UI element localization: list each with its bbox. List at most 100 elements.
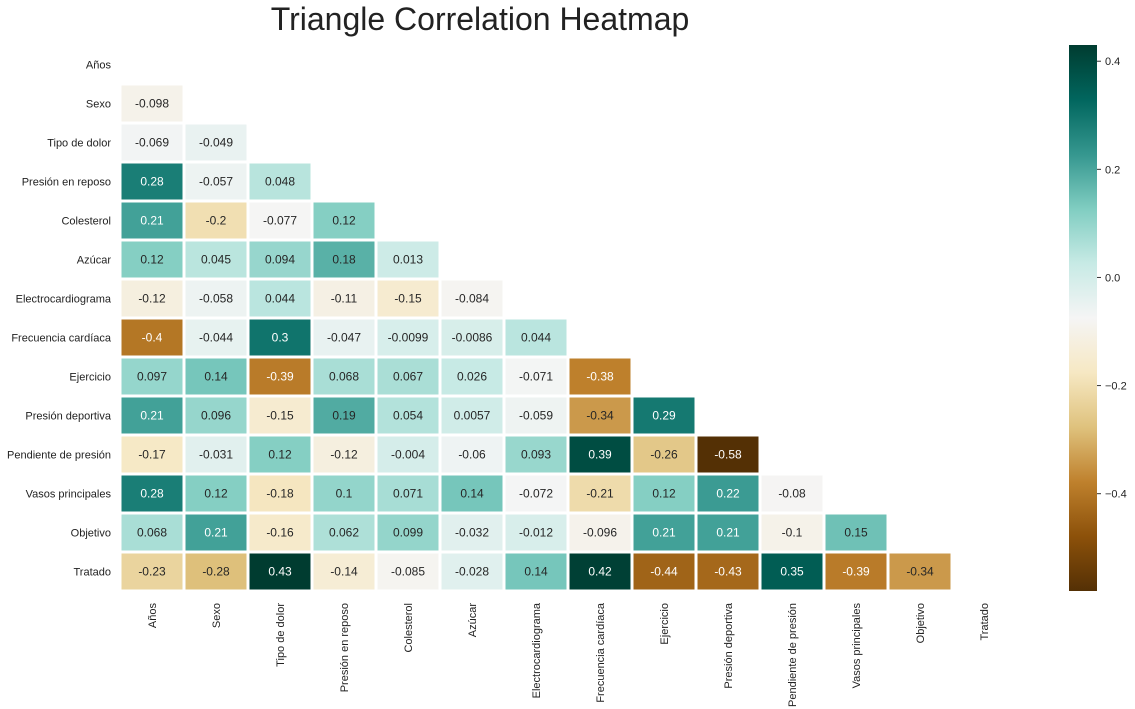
heatmap-cell	[246, 550, 314, 593]
row-label: Presión en reposo	[22, 177, 111, 189]
column-label: Azúcar	[467, 603, 479, 638]
cell-value-label: 0.21	[140, 409, 164, 423]
cell-value-label: 0.044	[521, 331, 551, 345]
row-label: Colesterol	[61, 216, 111, 228]
heatmap-cell	[886, 550, 954, 593]
column-label: Objetivo	[915, 603, 927, 643]
cell-value-label: 0.22	[716, 487, 740, 501]
row-label: Sexo	[86, 99, 111, 111]
cell-value-label: -0.23	[138, 565, 166, 579]
cell-value-label: -0.08	[778, 487, 806, 501]
cell-value-label: 0.12	[652, 487, 676, 501]
cell-value-label: -0.4	[142, 331, 163, 345]
cell-value-label: 0.12	[204, 487, 228, 501]
cell-value-label: -0.044	[199, 331, 233, 345]
heatmap-cell	[182, 316, 250, 359]
cell-value-label: -0.084	[455, 292, 489, 306]
cell-value-label: -0.096	[583, 526, 617, 540]
heatmap-cell	[182, 511, 250, 554]
column-labels: Años Sexo Tipo de dolor Presión en reposo Co…	[147, 602, 991, 707]
cell-value-label: 0.18	[332, 253, 356, 267]
heatmap-cell	[566, 355, 634, 398]
cell-value-label: 0.067	[393, 370, 423, 384]
cell-value-label: 0.12	[140, 253, 164, 267]
cell-value-label: -0.032	[455, 526, 489, 540]
row-label: Vasos principales	[26, 489, 112, 501]
cell-value-label: 0.044	[265, 292, 295, 306]
cell-value-label: 0.026	[457, 370, 487, 384]
heatmap-cell	[438, 433, 506, 476]
cell-value-label: 0.045	[201, 253, 231, 267]
cell-value-label: 0.35	[780, 565, 804, 579]
cell-value-label: 0.43	[268, 565, 292, 579]
cell-value-label: 0.14	[204, 370, 228, 384]
cell-value-label: -0.071	[519, 370, 553, 384]
cell-value-label: -0.16	[266, 526, 294, 540]
cell-value-label: -0.15	[394, 292, 422, 306]
cell-value-label: -0.069	[135, 136, 169, 150]
column-label: Vasos principales	[851, 603, 863, 689]
colorbar-tick-label: −0.4	[1105, 489, 1127, 501]
cell-value-label: 0.21	[652, 526, 676, 540]
cell-value-label: -0.06	[458, 448, 486, 462]
heatmap-cell	[118, 277, 186, 320]
row-label: Objetivo	[71, 528, 111, 540]
heatmap-cell	[694, 433, 762, 476]
cell-value-label: -0.43	[714, 565, 742, 579]
cell-value-label: -0.28	[202, 565, 230, 579]
heatmap-cell	[182, 277, 250, 320]
cell-value-label: -0.21	[586, 487, 614, 501]
column-label: Presión en reposo	[339, 603, 351, 692]
cell-value-label: 0.28	[140, 175, 164, 189]
row-label: Ejercicio	[69, 372, 111, 384]
heatmap-cell	[630, 433, 698, 476]
cell-value-label: -0.34	[586, 409, 614, 423]
cell-value-label: 0.21	[140, 214, 164, 228]
row-label: Años	[86, 60, 112, 72]
cell-value-label: -0.12	[138, 292, 166, 306]
cell-value-label: -0.14	[330, 565, 358, 579]
cell-value-label: -0.34	[906, 565, 934, 579]
column-label: Tratado	[979, 603, 991, 641]
heatmap-cell	[822, 511, 890, 554]
row-label: Frecuencia cardíaca	[11, 333, 112, 345]
cell-value-label: 0.062	[329, 526, 359, 540]
heatmap-cell	[310, 199, 378, 242]
cell-value-label: 0.097	[137, 370, 167, 384]
heatmap-cell	[182, 199, 250, 242]
cell-value-label: -0.085	[391, 565, 425, 579]
cell-value-label: -0.0099	[388, 331, 429, 345]
cell-value-label: 0.068	[137, 526, 167, 540]
heatmap-cell	[310, 550, 378, 593]
heatmap-cell	[246, 511, 314, 554]
heatmap-cell	[758, 511, 826, 554]
cell-value-label: -0.17	[138, 448, 166, 462]
heatmap-cell	[246, 160, 314, 203]
cell-value-label: 0.14	[460, 487, 484, 501]
cell-value-label: -0.15	[266, 409, 294, 423]
cell-value-label: -0.098	[135, 97, 169, 111]
cell-value-label: -0.11	[331, 292, 358, 306]
cell-value-label: 0.048	[265, 175, 295, 189]
cell-value-label: -0.057	[199, 175, 233, 189]
cell-value-label: 0.19	[332, 409, 356, 423]
colorbar-tick-label: 0.2	[1105, 164, 1120, 176]
heatmap-cells: -0.098 -0.069 -0.049 0.28 -0.057 0.048 0.21 -0.…	[118, 82, 954, 593]
colorbar-gradient	[1069, 45, 1097, 591]
cell-value-label: 0.054	[393, 409, 423, 423]
row-label: Azúcar	[77, 255, 112, 267]
heatmap-cell	[694, 550, 762, 593]
heatmap-cell	[374, 277, 442, 320]
cell-value-label: -0.077	[263, 214, 297, 228]
cell-value-label: 0.42	[588, 565, 612, 579]
heatmap-cell	[374, 433, 442, 476]
cell-value-label: 0.1	[336, 487, 353, 501]
cell-value-label: -0.2	[206, 214, 227, 228]
heatmap-cell	[246, 355, 314, 398]
cell-value-label: 0.068	[329, 370, 359, 384]
cell-value-label: 0.39	[588, 448, 612, 462]
cell-value-label: 0.013	[393, 253, 423, 267]
row-label: Pendiente de presión	[7, 450, 111, 462]
cell-value-label: -0.028	[455, 565, 489, 579]
heatmap-cell	[118, 550, 186, 593]
